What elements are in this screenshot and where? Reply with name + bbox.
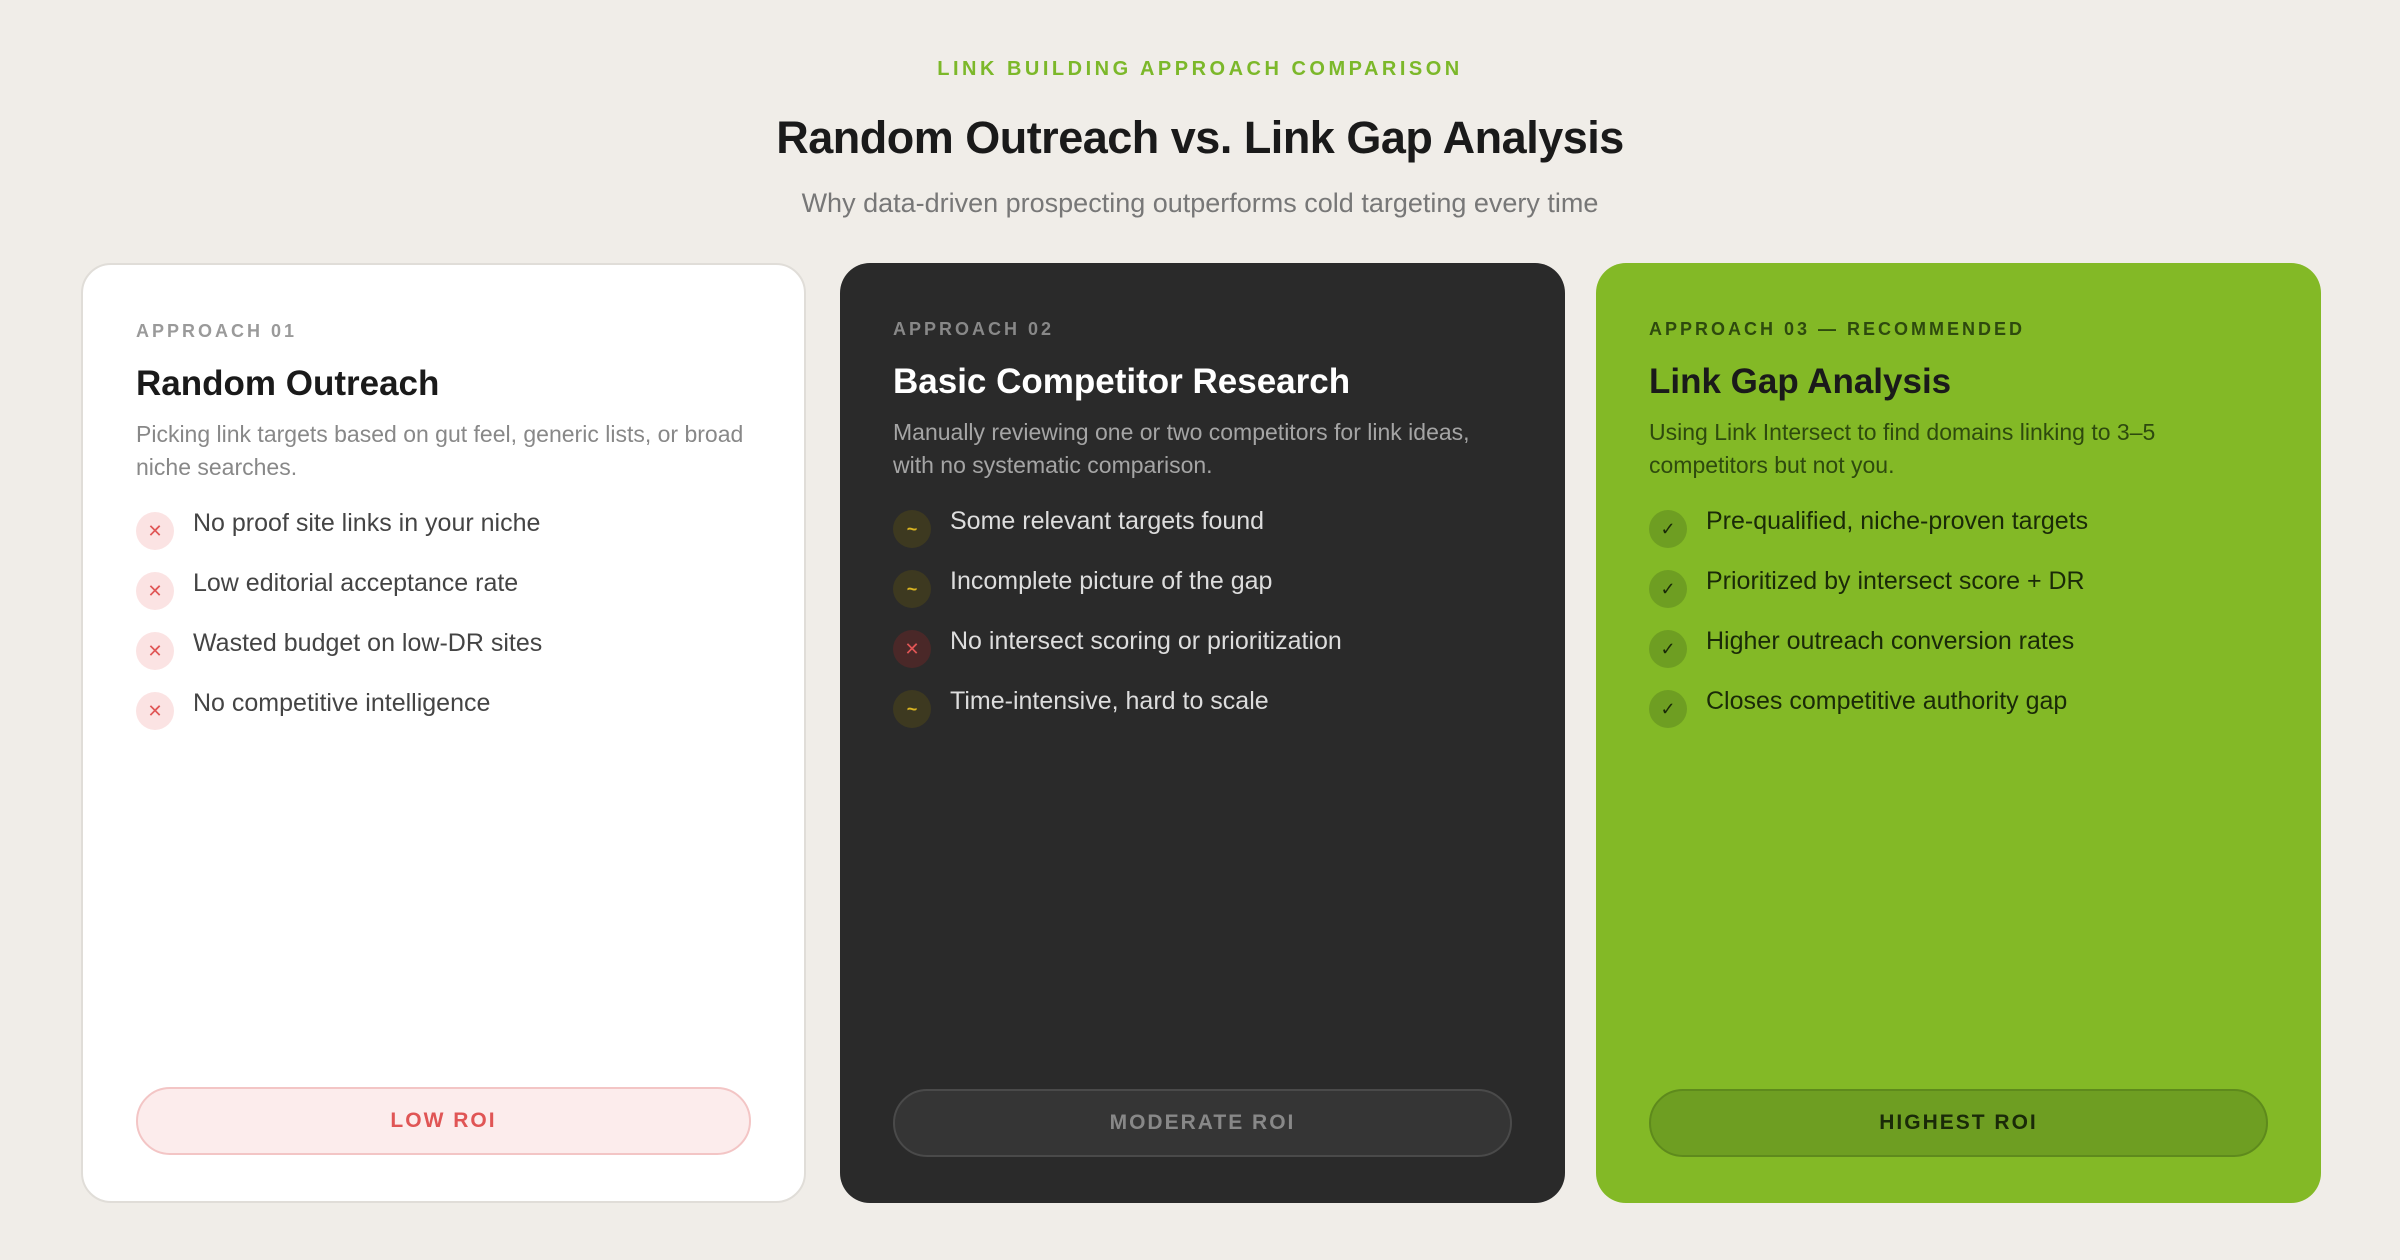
x-icon: ✕ xyxy=(893,630,931,668)
moderate-roi-button[interactable]: MODERATE ROI xyxy=(893,1089,1512,1157)
item-text: Prioritized by intersect score + DR xyxy=(1706,567,2085,595)
item-text: Wasted budget on low-DR sites xyxy=(193,629,543,657)
item-text: No competitive intelligence xyxy=(193,689,491,717)
item-text: Time-intensive, hard to scale xyxy=(950,687,1269,715)
tilde-icon: ~ xyxy=(893,690,931,728)
card-description: Picking link targets based on gut feel, … xyxy=(136,421,744,480)
highest-roi-button[interactable]: HIGHEST ROI xyxy=(1649,1089,2268,1157)
x-icon: ✕ xyxy=(136,692,174,730)
tilde-icon: ~ xyxy=(893,570,931,608)
card-title: Link Gap Analysis xyxy=(1649,362,1952,401)
item-text: Closes competitive authority gap xyxy=(1706,687,2068,715)
item-text: Incomplete picture of the gap xyxy=(950,567,1273,595)
item-text: No intersect scoring or prioritization xyxy=(950,627,1342,655)
list-item: ✕ No intersect scoring or prioritization xyxy=(893,626,1512,686)
x-icon: ✕ xyxy=(136,632,174,670)
card-label: APPROACH 03 — RECOMMENDED xyxy=(1649,319,2026,339)
list-item: ✕ Wasted budget on low-DR sites xyxy=(136,628,751,688)
tilde-icon: ~ xyxy=(893,510,931,548)
list-item: ✓ Prioritized by intersect score + DR xyxy=(1649,566,2268,626)
low-roi-button[interactable]: LOW ROI xyxy=(136,1087,751,1155)
list-item: ✓ Closes competitive authority gap xyxy=(1649,686,2268,746)
item-text: No proof site links in your niche xyxy=(193,509,541,537)
card-random-outreach: APPROACH 01 Random Outreach Picking link… xyxy=(81,263,806,1203)
card-label: APPROACH 02 xyxy=(893,319,1055,339)
list-item: ~ Incomplete picture of the gap xyxy=(893,566,1512,626)
check-icon: ✓ xyxy=(1649,570,1687,608)
card-basic-competitor-research: APPROACH 02 Basic Competitor Research Ma… xyxy=(840,263,1565,1203)
x-icon: ✕ xyxy=(136,512,174,550)
list-item: ✕ Low editorial acceptance rate xyxy=(136,568,751,628)
item-text: Low editorial acceptance rate xyxy=(193,569,519,597)
list-item: ✓ Higher outreach conversion rates xyxy=(1649,626,2268,686)
list-item: ✕ No competitive intelligence xyxy=(136,688,751,748)
x-icon: ✕ xyxy=(136,572,174,610)
card-title: Basic Competitor Research xyxy=(893,362,1351,401)
card-description: Using Link Intersect to find domains lin… xyxy=(1649,419,2156,478)
section-kicker: LINK BUILDING APPROACH COMPARISON xyxy=(937,58,1463,80)
check-icon: ✓ xyxy=(1649,510,1687,548)
list-item: ✓ Pre-qualified, niche-proven targets xyxy=(1649,506,2268,566)
card-link-gap-analysis: APPROACH 03 — RECOMMENDED Link Gap Analy… xyxy=(1596,263,2321,1203)
check-icon: ✓ xyxy=(1649,630,1687,668)
page-subtitle: Why data-driven prospecting outperforms … xyxy=(801,188,1599,218)
list-item: ✕ No proof site links in your niche xyxy=(136,508,751,568)
check-icon: ✓ xyxy=(1649,690,1687,728)
list-item: ~ Some relevant targets found xyxy=(893,506,1512,566)
card-label: APPROACH 01 xyxy=(136,321,298,341)
item-text: Higher outreach conversion rates xyxy=(1706,627,2075,655)
list-item: ~ Time-intensive, hard to scale xyxy=(893,686,1512,746)
page-title: Random Outreach vs. Link Gap Analysis xyxy=(776,112,1624,163)
card-description: Manually reviewing one or two competitor… xyxy=(893,419,1470,478)
item-text: Pre-qualified, niche-proven targets xyxy=(1706,507,2089,535)
card-title: Random Outreach xyxy=(136,364,440,403)
item-text: Some relevant targets found xyxy=(950,507,1265,535)
